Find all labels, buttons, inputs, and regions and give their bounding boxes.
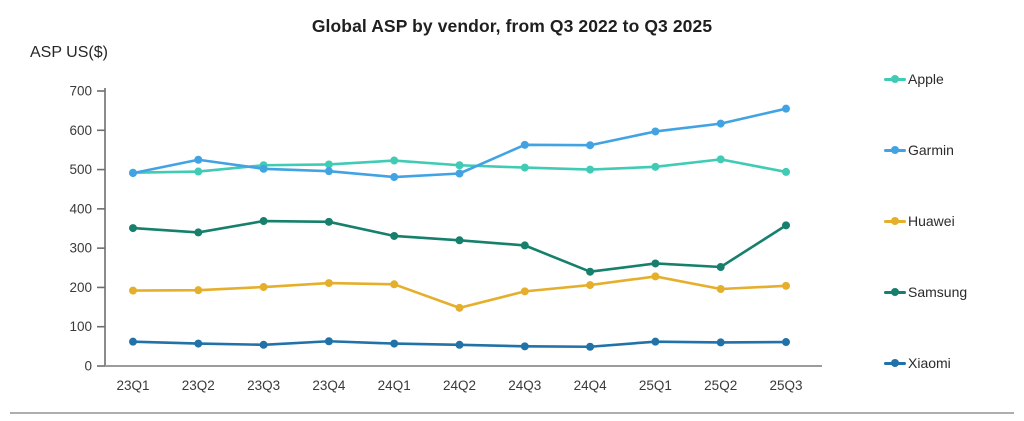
huawei-data-point	[782, 281, 790, 290]
y-tick-label: 600	[69, 123, 92, 138]
samsung-data-point	[716, 263, 725, 271]
garmin-data-point	[455, 169, 464, 178]
apple-data-point	[716, 155, 725, 164]
apple-data-point	[324, 160, 333, 169]
y-tick-label: 100	[69, 319, 92, 334]
x-tick-label: 25Q3	[769, 378, 802, 393]
garmin-data-point	[716, 119, 725, 128]
legend-label: Samsung	[908, 284, 968, 300]
y-tick-label: 400	[69, 201, 92, 216]
apple-data-point	[390, 156, 399, 165]
huawei-data-point	[586, 281, 595, 290]
huawei-series-line	[131, 275, 788, 310]
huawei-data-point	[324, 279, 333, 288]
samsung-data-point	[455, 236, 464, 245]
chart-title: Global ASP by vendor, from Q3 2022 to Q3…	[311, 16, 713, 36]
samsung-data-point	[390, 231, 399, 240]
garmin-data-point	[586, 141, 595, 150]
apple-series-marker-icon	[884, 75, 906, 83]
legend-label: Xiaomi	[908, 355, 951, 371]
x-tick-label: 23Q4	[312, 378, 346, 393]
x-tick-label: 23Q2	[182, 378, 215, 393]
garmin-data-point	[129, 169, 137, 178]
legend-item-huawei: Huawei	[884, 210, 955, 232]
samsung-data-point	[129, 224, 137, 233]
legend-item-apple: Apple	[884, 68, 944, 90]
samsung-data-point	[520, 241, 529, 250]
apple-data-point	[651, 162, 660, 171]
xiaomi-data-point	[782, 338, 790, 347]
apple-data-point	[520, 163, 529, 172]
legend-label: Apple	[908, 71, 944, 87]
legend-item-samsung: Samsung	[884, 281, 967, 303]
x-tick-label: 25Q2	[704, 378, 737, 393]
garmin-data-point	[194, 155, 203, 164]
y-axis-title: ASP US($)	[30, 44, 108, 61]
xiaomi-data-point	[455, 340, 464, 349]
x-tick-label: 24Q3	[508, 378, 541, 393]
huawei-data-point	[194, 286, 203, 295]
legend-label: Garmin	[908, 142, 954, 158]
samsung-series-marker-icon	[884, 288, 906, 296]
garmin-series-marker-icon	[884, 146, 906, 154]
xiaomi-data-point	[716, 338, 725, 347]
samsung-data-point	[651, 259, 660, 268]
garmin-data-point	[520, 140, 529, 149]
x-tick-label: 23Q1	[116, 378, 149, 393]
y-tick-label: 500	[69, 162, 92, 177]
xiaomi-data-point	[520, 342, 529, 351]
xiaomi-data-point	[324, 337, 333, 346]
samsung-data-point	[586, 267, 595, 276]
samsung-data-point	[259, 217, 268, 226]
xiaomi-data-point	[390, 339, 399, 348]
huawei-series-marker-icon	[884, 217, 906, 225]
huawei-data-point	[455, 303, 464, 312]
samsung-series-line	[131, 219, 788, 274]
xiaomi-data-point	[651, 337, 660, 346]
xiaomi-data-point	[129, 337, 137, 346]
huawei-data-point	[651, 272, 660, 281]
xiaomi-series-marker-icon	[884, 359, 906, 367]
apple-data-point	[194, 167, 203, 176]
apple-data-point	[782, 167, 790, 176]
chart-legend: Apple Garmin Huawei Samsung Xiaomi	[884, 0, 1024, 421]
garmin-data-point	[651, 127, 660, 136]
x-tick-label: 24Q4	[574, 378, 608, 393]
garmin-data-point	[324, 167, 333, 176]
garmin-data-point	[390, 173, 399, 182]
y-tick-label: 700	[69, 84, 92, 99]
y-tick-label: 300	[69, 241, 92, 256]
samsung-data-point	[194, 228, 203, 237]
garmin-data-point	[782, 104, 790, 113]
garmin-data-point	[259, 164, 268, 173]
apple-data-point	[455, 161, 464, 170]
bottom-divider	[10, 412, 1014, 414]
x-tick-label: 23Q3	[247, 378, 280, 393]
x-tick-label: 24Q1	[378, 378, 411, 393]
xiaomi-data-point	[259, 340, 268, 349]
huawei-data-point	[390, 280, 399, 289]
legend-item-xiaomi: Xiaomi	[884, 352, 951, 374]
huawei-data-point	[520, 287, 529, 296]
x-tick-label: 25Q1	[639, 378, 672, 393]
y-tick-label: 0	[84, 359, 92, 374]
xiaomi-data-point	[586, 342, 595, 351]
huawei-data-point	[129, 286, 137, 295]
huawei-data-point	[259, 283, 268, 292]
huawei-data-point	[716, 285, 725, 293]
apple-data-point	[586, 165, 595, 174]
legend-label: Huawei	[908, 213, 955, 229]
samsung-data-point	[782, 221, 790, 230]
samsung-data-point	[324, 217, 333, 226]
xiaomi-data-point	[194, 339, 203, 348]
legend-item-garmin: Garmin	[884, 139, 954, 161]
y-tick-label: 200	[69, 280, 92, 295]
x-tick-label: 24Q2	[443, 378, 476, 393]
